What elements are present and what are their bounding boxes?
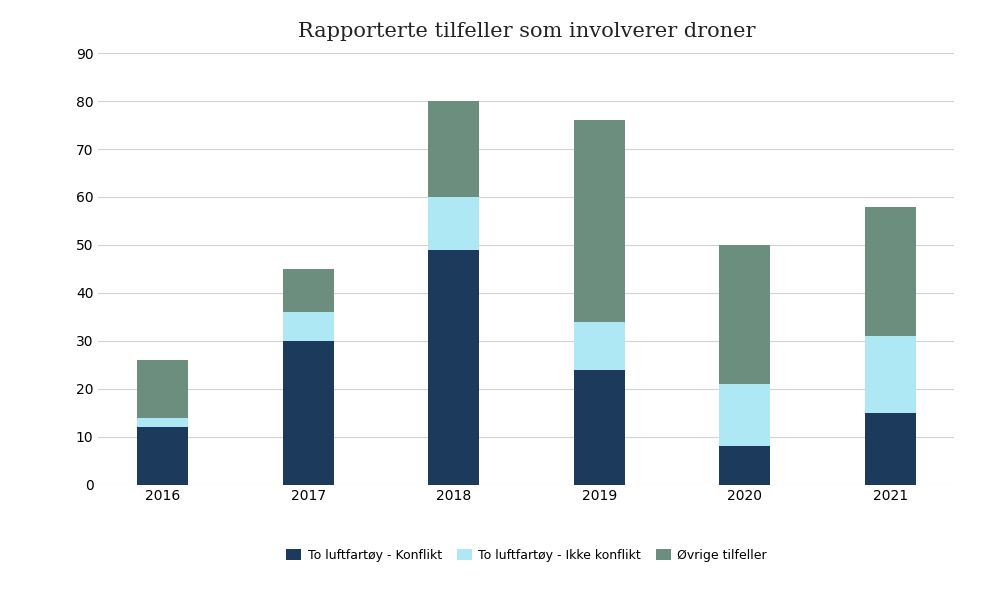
Bar — [282, 269, 334, 312]
Bar — [865, 336, 915, 413]
Bar — [865, 413, 915, 485]
Title: Rapporterte tilfeller som involverer droner: Rapporterte tilfeller som involverer dro… — [298, 21, 755, 41]
Bar — [428, 101, 479, 197]
Bar — [428, 250, 479, 485]
Bar — [719, 384, 770, 446]
Bar — [719, 446, 770, 485]
Bar — [428, 197, 479, 250]
Bar — [138, 360, 188, 417]
Bar — [282, 341, 334, 485]
Bar — [865, 207, 915, 336]
Bar — [138, 417, 188, 427]
Bar — [574, 322, 625, 369]
Bar — [574, 121, 625, 322]
Legend: To luftfartøy - Konflikt, To luftfartøy - Ikke konflikt, Øvrige tilfeller: To luftfartøy - Konflikt, To luftfartøy … — [280, 543, 772, 568]
Bar — [282, 312, 334, 341]
Bar — [138, 427, 188, 485]
Bar — [719, 245, 770, 384]
Bar — [574, 369, 625, 485]
